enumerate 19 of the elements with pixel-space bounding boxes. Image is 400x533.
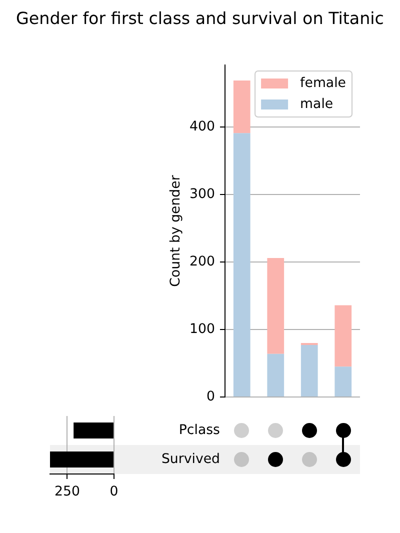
legend-label: male <box>300 96 334 112</box>
legend-label: female <box>300 76 346 91</box>
y-tick-label: 400 <box>190 120 215 135</box>
y-tick-label: 0 <box>206 389 215 404</box>
y-axis-title: Count by gender <box>168 174 184 287</box>
y-tick-label: Survived <box>161 452 220 467</box>
chart-title: Gender for first class and survival on Titanic <box>15 8 385 30</box>
y-tick-label: 100 <box>190 322 215 337</box>
x-tick-label: 250 <box>54 484 80 500</box>
y-tick-label: 200 <box>190 254 215 270</box>
bar <box>233 80 250 134</box>
bar <box>334 366 352 396</box>
bar <box>233 133 250 396</box>
bar <box>300 345 318 396</box>
y-tick-label: Pclass <box>178 422 220 438</box>
bar <box>267 354 284 396</box>
y-tick-label: 300 <box>190 187 215 202</box>
bar <box>267 258 284 354</box>
bar <box>334 305 352 367</box>
